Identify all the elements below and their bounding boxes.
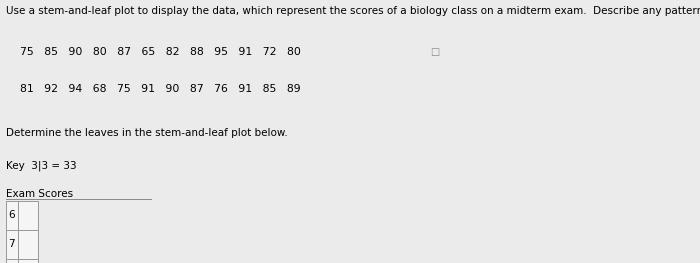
- Text: Use a stem-and-leaf plot to display the data, which represent the scores of a bi: Use a stem-and-leaf plot to display the …: [6, 6, 700, 16]
- Text: 7: 7: [8, 239, 15, 249]
- Text: □: □: [430, 47, 440, 57]
- Text: Exam Scores: Exam Scores: [6, 189, 73, 199]
- Text: Key  3|3 = 33: Key 3|3 = 33: [6, 160, 76, 171]
- Text: 6: 6: [8, 210, 15, 220]
- Text: 81   92   94   68   75   91   90   87   76   91   85   89: 81 92 94 68 75 91 90 87 76 91 85 89: [6, 84, 300, 94]
- Text: Determine the leaves in the stem-and-leaf plot below.: Determine the leaves in the stem-and-lea…: [6, 128, 288, 138]
- Text: 75   85   90   80   87   65   82   88   95   91   72   80: 75 85 90 80 87 65 82 88 95 91 72 80: [6, 47, 300, 57]
